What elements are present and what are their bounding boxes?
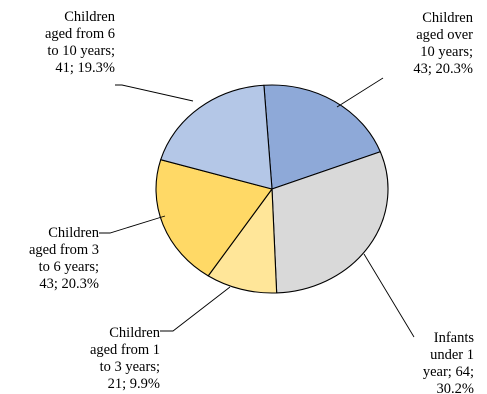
- slice-labels: Children aged over 10 years; 43; 20.3%Infan…: [29, 9, 474, 394]
- slice-label-4-line-2: aged from 3: [29, 242, 99, 258]
- slice-label-2: Infants under 1 year; 64; 30.2%: [423, 330, 474, 394]
- pie-slice-1: [263, 84, 381, 190]
- pie-slices: [155, 84, 389, 294]
- slice-label-4: Children aged from 3 to 6 years; 43; 20.3%: [29, 225, 100, 292]
- slice-label-3: Children aged from 1 to 3 years; 21; 9.9%: [90, 325, 161, 392]
- slice-label-2-line-4: 30.2%: [437, 381, 474, 394]
- leader-line-5: [115, 84, 194, 102]
- slice-label-3-line-3: to 3 years;: [100, 359, 160, 375]
- slice-label-3-line-1: Children: [109, 325, 160, 341]
- leader-lines: [99, 77, 415, 338]
- slice-label-3-line-2: aged from 1: [90, 342, 160, 358]
- slice-label-2-line-2: under 1: [430, 347, 474, 363]
- slice-label-2-line-3: year; 64;: [423, 364, 474, 380]
- leader-line-3: [160, 286, 231, 332]
- pie-slice-3: [207, 188, 278, 294]
- slice-label-5: Children aged from 6 to 10 years; 41; 19.3%: [45, 9, 116, 76]
- slice-label-3-line-4: 21; 9.9%: [108, 376, 160, 392]
- leader-line-2: [363, 253, 415, 338]
- slice-label-1-line-4: 43; 20.3%: [413, 61, 473, 77]
- leader-line-4: [99, 215, 166, 234]
- pie-slice-2: [271, 151, 389, 294]
- slice-label-4-line-1: Children: [48, 225, 99, 241]
- slice-label-5-line-1: Children: [64, 9, 115, 25]
- slice-label-5-line-3: to 10 years;: [47, 43, 115, 59]
- slice-label-5-line-4: 41; 19.3%: [55, 60, 115, 76]
- slice-label-1-line-2: aged over: [416, 27, 473, 43]
- slice-label-4-line-3: to 6 years;: [39, 259, 99, 275]
- pie-slice-4: [155, 159, 273, 277]
- slice-label-4-line-4: 43; 20.3%: [39, 276, 99, 292]
- slice-label-2-line-1: Infants: [434, 330, 475, 346]
- slice-label-5-line-2: aged from 6: [45, 26, 115, 42]
- slice-label-1-line-1: Children: [422, 10, 473, 26]
- pie-slice-5: [160, 84, 273, 190]
- slice-label-1-line-3: 10 years;: [420, 44, 473, 60]
- leader-line-1: [336, 77, 384, 108]
- slice-label-1: Children aged over 10 years; 43; 20.3%: [413, 10, 473, 77]
